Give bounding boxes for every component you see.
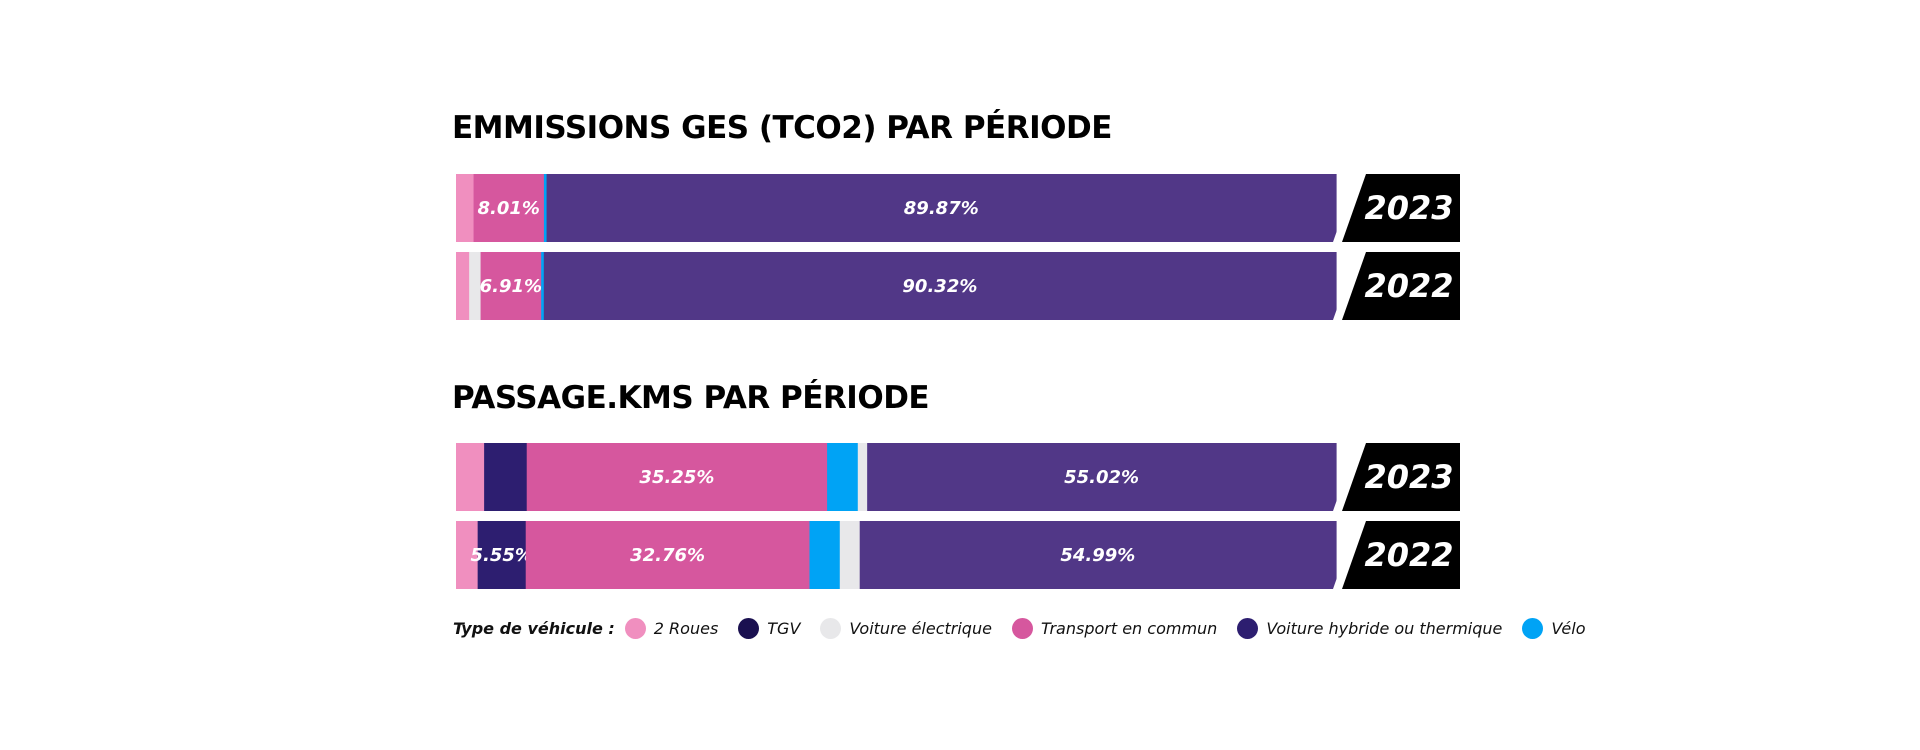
bar-segment-tgv	[484, 443, 528, 511]
legend-label-2-roues: 2 Roues	[653, 618, 719, 638]
bar-row-passage-kms-2022: 5.55% 32.76% 54.99% 2022	[456, 521, 1460, 589]
bar-segment-2-roues	[456, 252, 470, 320]
bar-segment-2-roues	[456, 521, 479, 589]
bar-segment-voiture-hybride-ou-thermique	[859, 521, 1337, 589]
bar-segment-voiture-electrique	[469, 252, 482, 320]
bar-segment-voiture-electrique	[839, 521, 861, 589]
data-label-voiture-hybride-ou-thermique: 90.32%	[902, 276, 977, 297]
legend-item-voiture-hybride: Voiture hybride ou thermique	[1237, 617, 1503, 639]
legend-label-velo: Vélo	[1551, 618, 1586, 638]
chart-title-emissions: EMMISSIONS GES (TCO2) PAR PÉRIODE	[452, 110, 1112, 146]
year-separator	[1333, 521, 1366, 589]
year-label: 2023	[1364, 458, 1453, 496]
legend-dot-tgv	[738, 617, 760, 639]
bar-segment-voiture-electrique	[857, 443, 868, 511]
year-badge	[1342, 252, 1460, 320]
data-label-voiture-hybride-ou-thermique: 54.99%	[1060, 545, 1135, 566]
data-label-tgv: 5.55%	[470, 545, 532, 566]
legend-dot-voiture-hybride	[1237, 617, 1259, 639]
bar-segment-transport-en-commun	[473, 174, 545, 242]
year-badge	[1342, 521, 1460, 589]
bar-segment-voiture-hybride-ou-thermique	[543, 252, 1337, 320]
bar-segment-voiture-hybride-ou-thermique	[867, 443, 1337, 511]
data-label-voiture-hybride-ou-thermique: 55.02%	[1064, 467, 1139, 488]
year-label: 2023	[1364, 189, 1453, 227]
data-label-transport-en-commun: 32.76%	[630, 545, 705, 566]
bar-row-emissions-2022: 6.91% 90.32% 2022	[456, 252, 1460, 320]
legend-dot-velo	[1522, 617, 1544, 639]
data-label-transport-en-commun: 8.01%	[478, 198, 540, 219]
legend-label-voiture-electrique: Voiture électrique	[849, 618, 992, 638]
bar-segment-tgv	[477, 521, 527, 589]
legend-item-velo: Vélo	[1522, 617, 1586, 639]
bar-segment-2-roues	[456, 174, 475, 242]
legend-item-2-roues: 2 Roues	[624, 617, 719, 639]
year-separator	[1333, 252, 1366, 320]
legend-label-voiture-hybride: Voiture hybride ou thermique	[1266, 618, 1503, 638]
bar-segment-velo	[543, 174, 548, 242]
bar-segment-voiture-hybride-ou-thermique	[546, 174, 1337, 242]
bar-segment-2-roues	[456, 443, 485, 511]
legend-item-voiture-electrique: Voiture électrique	[820, 617, 992, 639]
legend-dot-transport-en-commun	[1011, 617, 1033, 639]
year-label: 2022	[1364, 267, 1453, 305]
legend-item-tgv: TGV	[738, 617, 801, 639]
bar-segment-velo	[809, 521, 841, 589]
legend-item-transport-en-commun: Transport en commun	[1011, 617, 1218, 639]
bar-segment-transport-en-commun	[480, 252, 542, 320]
year-label: 2022	[1364, 536, 1453, 574]
data-label-voiture-hybride-ou-thermique: 89.87%	[904, 198, 979, 219]
legend-dot-voiture-electrique	[820, 617, 842, 639]
year-separator	[1333, 174, 1366, 242]
chart-title-passage-kms: PASSAGE.KMS PAR PÉRIODE	[452, 380, 930, 416]
year-separator	[1333, 443, 1366, 511]
data-label-transport-en-commun: 6.91%	[480, 276, 542, 297]
legend-dot-2-roues	[624, 617, 646, 639]
legend: Type de véhicule : 2 Roues TGV Voiture é…	[453, 616, 1605, 640]
data-label-transport-en-commun: 35.25%	[639, 467, 714, 488]
bar-segment-transport-en-commun	[526, 443, 828, 511]
bar-segment-transport-en-commun	[525, 521, 811, 589]
year-badge	[1342, 174, 1460, 242]
legend-label-tgv: TGV	[767, 618, 801, 638]
bar-segment-velo	[827, 443, 859, 511]
legend-label-transport-en-commun: Transport en commun	[1040, 618, 1218, 638]
legend-title: Type de véhicule :	[453, 618, 615, 638]
bar-segment-velo	[541, 252, 545, 320]
bar-row-emissions-2023: 8.01% 89.87% 2023	[456, 174, 1460, 242]
bar-row-passage-kms-2023: 35.25% 55.02% 2023	[456, 443, 1460, 511]
year-badge	[1342, 443, 1460, 511]
